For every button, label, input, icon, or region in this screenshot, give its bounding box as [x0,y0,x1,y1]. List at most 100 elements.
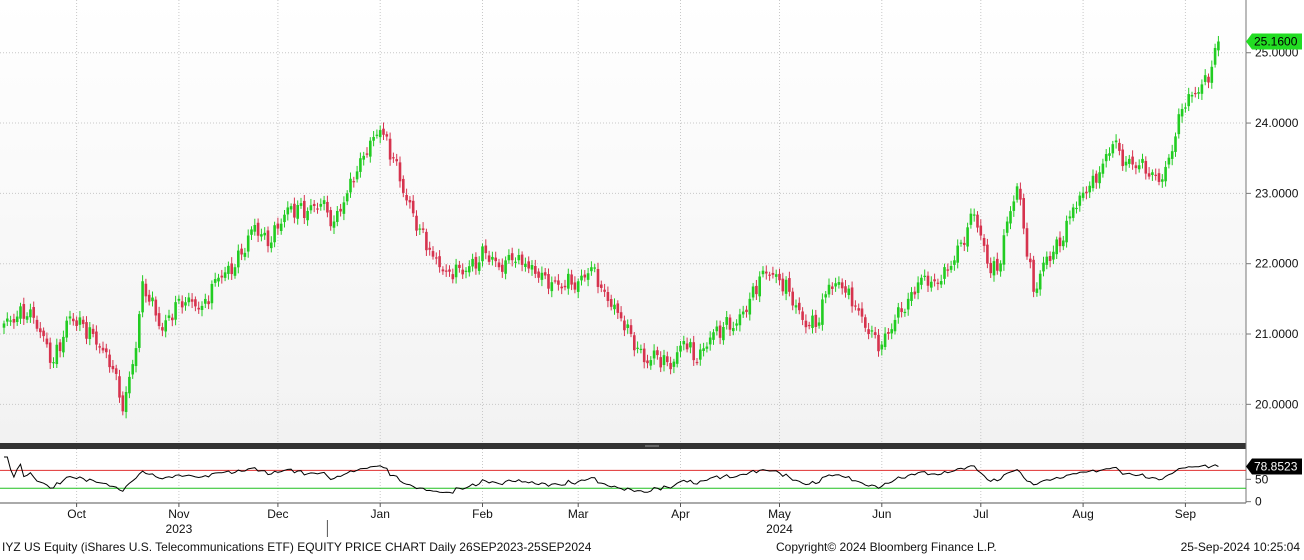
candle-body [613,304,616,310]
candle [418,224,422,235]
candle [217,273,220,287]
month-label: Jun [872,507,891,521]
candle-body [52,362,55,364]
candle-body [827,284,831,295]
candle [1121,144,1124,171]
candle-body [1071,207,1075,218]
candle-body [791,291,794,306]
candle [369,137,372,163]
candle [1068,210,1072,225]
candle-body [1038,273,1042,290]
candle-body [600,284,603,288]
candle [108,349,111,373]
candle-body [293,203,296,218]
candle-body [910,292,913,301]
candle-body [986,244,989,264]
candle-body [72,318,75,322]
candle-body [1002,235,1006,265]
candle [461,263,464,279]
rsi-value-tag [1246,458,1302,475]
candle-body [705,346,709,349]
candle [464,267,468,279]
candle [913,286,917,299]
candle [1038,270,1042,296]
candle-body [388,138,392,160]
grid-layer [0,0,1246,503]
candle-body [1184,107,1187,109]
candle [837,276,841,289]
candle-body [695,361,699,364]
candle-body [95,331,98,345]
candle-body [781,278,785,292]
price-tick-label: 20.0000 [1255,397,1299,411]
candle-body [1170,151,1174,159]
candle [794,299,798,314]
candle [1058,231,1062,253]
candle [702,342,705,357]
candle-body [1207,76,1210,83]
candle [580,269,583,286]
candle [1174,132,1177,157]
candle [867,322,870,340]
candle [39,322,42,339]
candle-body [903,311,907,314]
candle-body [157,313,161,327]
candle-body [131,364,134,375]
candle-body [138,314,141,348]
candle-body [204,298,207,304]
candle [629,319,633,338]
axis-layer: 20.000021.000022.000023.000024.000025.00… [67,33,1302,537]
candle [857,303,860,316]
candle [1065,215,1068,248]
candle-body [504,260,507,274]
price-tick-label: 24.0000 [1255,116,1299,130]
candle-body [448,269,451,272]
candle-body [408,200,412,203]
candle [128,371,131,399]
candle [190,293,194,309]
candle [32,301,35,324]
candle-body [190,299,194,302]
candle-body [286,207,290,215]
candle [263,227,266,240]
candle-body [682,341,686,345]
month-label: Dec [267,507,288,521]
candle-body [134,348,138,367]
candle-body [976,214,979,228]
candle-body [91,328,95,335]
candle [184,297,187,311]
candle-body [260,234,263,237]
candle [95,325,98,351]
candle [250,226,253,241]
candle [903,308,907,317]
candle-body [85,322,88,339]
candle [864,314,867,332]
candle [35,315,39,332]
candle-body [1052,251,1055,260]
panel-divider[interactable] [0,443,1246,449]
candle [421,222,425,234]
candle [1091,169,1095,192]
candle-body [1200,84,1204,94]
candle-body [464,270,468,272]
candle-body [679,345,682,352]
candle-body [15,316,19,323]
candle-body [471,258,474,267]
candle [590,261,593,276]
candle [458,260,461,273]
candle [266,226,270,253]
candle [679,341,682,358]
candle-body [1164,166,1167,182]
month-label: Oct [67,507,86,521]
candle [167,309,171,321]
candle-body [147,294,151,302]
candle [118,369,121,403]
candle [207,295,210,310]
candle [725,310,728,330]
candle [963,236,966,252]
candle [920,274,923,290]
candle [956,239,959,269]
candle-body [230,263,233,275]
candle [431,246,435,260]
candle [695,358,699,366]
